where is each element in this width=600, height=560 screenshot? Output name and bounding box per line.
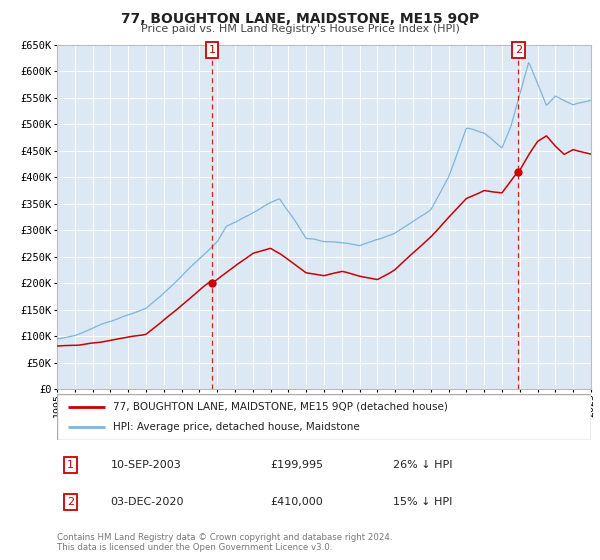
Text: This data is licensed under the Open Government Licence v3.0.: This data is licensed under the Open Gov… — [57, 543, 332, 552]
Text: 1: 1 — [67, 460, 74, 470]
Text: HPI: Average price, detached house, Maidstone: HPI: Average price, detached house, Maid… — [113, 422, 360, 432]
Text: 10-SEP-2003: 10-SEP-2003 — [110, 460, 181, 470]
Text: 77, BOUGHTON LANE, MAIDSTONE, ME15 9QP: 77, BOUGHTON LANE, MAIDSTONE, ME15 9QP — [121, 12, 479, 26]
Text: £199,995: £199,995 — [271, 460, 324, 470]
Text: 26% ↓ HPI: 26% ↓ HPI — [394, 460, 453, 470]
Text: Price paid vs. HM Land Registry's House Price Index (HPI): Price paid vs. HM Land Registry's House … — [140, 24, 460, 34]
Text: 2: 2 — [67, 497, 74, 507]
Text: £410,000: £410,000 — [271, 497, 323, 507]
Text: 1: 1 — [209, 45, 215, 55]
Text: 03-DEC-2020: 03-DEC-2020 — [110, 497, 184, 507]
Text: 2: 2 — [515, 45, 522, 55]
Text: 15% ↓ HPI: 15% ↓ HPI — [394, 497, 453, 507]
Text: Contains HM Land Registry data © Crown copyright and database right 2024.: Contains HM Land Registry data © Crown c… — [57, 533, 392, 542]
Text: 77, BOUGHTON LANE, MAIDSTONE, ME15 9QP (detached house): 77, BOUGHTON LANE, MAIDSTONE, ME15 9QP (… — [113, 402, 448, 412]
